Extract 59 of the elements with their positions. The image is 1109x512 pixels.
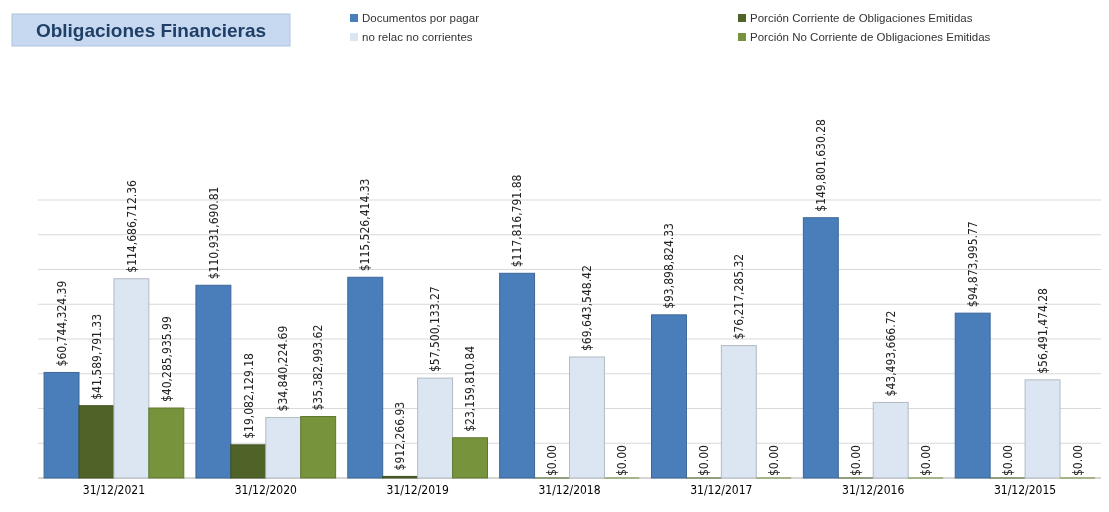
data-label: $0.00 [545,444,560,476]
data-label: $35,382,993.62 [311,324,326,411]
bar [113,278,150,479]
bar [1024,379,1061,479]
bar [569,356,605,479]
x-tick-label: 31/12/2020 [234,483,298,497]
x-tick-label: 31/12/2017 [690,483,753,497]
data-label: $115,526,414.33 [358,178,373,272]
data-label: $40,285,935.99 [159,316,174,402]
data-label: $0.00 [918,444,933,476]
bar [720,345,757,479]
bar [347,276,384,479]
data-label: $19,082,129.18 [241,352,256,439]
data-label: $0.00 [615,444,630,476]
data-label: $114,686,712.36 [124,179,139,273]
legend-label: Porción Corriente de Obligaciones Emitidas [750,12,973,25]
bar [265,416,302,479]
bar [499,272,536,479]
x-tick-label: 31/12/2015 [993,483,1057,497]
legend-label: Porción No Corriente de Obligaciones Emitidas [750,31,991,44]
x-tick-label: 31/12/2018 [538,483,601,497]
data-label: $0.00 [766,444,781,476]
bar [300,416,337,479]
bar [802,217,839,479]
chart-title: Obligaciones Financieras [35,19,267,41]
data-label: $110,931,690.81 [206,186,221,280]
data-label: $0.00 [697,444,712,476]
data-label: $117,816,791.88 [510,174,525,268]
data-label: $0.00 [1070,444,1085,476]
bar [43,371,80,479]
legend-label: Documentos por pagar [362,12,480,25]
x-tick-label: 31/12/2021 [82,483,146,497]
data-label: $69,643,548.42 [580,265,595,351]
data-label: $93,898,824.33 [662,223,677,309]
x-tick-label: 31/12/2019 [386,483,449,497]
bar [148,407,185,479]
bar [452,437,488,479]
data-label: $0.00 [848,444,863,476]
data-label: $149,801,630.28 [814,118,829,212]
x-tick-label: 31/12/2016 [842,483,905,497]
data-label: $34,840,224.69 [276,325,291,412]
bar [195,284,232,479]
data-label: $60,744,324.39 [54,280,69,367]
bar [872,401,909,479]
data-label: $56,491,474.28 [1035,287,1050,374]
data-label: $76,217,285.32 [732,253,747,340]
data-label: $0.00 [1000,444,1015,476]
data-label: $912,266.93 [393,401,408,471]
bar [78,405,115,479]
data-label: $94,873,995.77 [965,221,980,308]
legend-label: no relac no corrientes [362,31,473,44]
data-label: $23,159,810.84 [463,345,478,432]
data-label: $43,493,666.72 [883,310,898,397]
bar [954,312,991,479]
bar [230,444,267,479]
data-label: $41,589,791.33 [89,313,104,400]
bar [651,314,687,479]
data-label: $57,500,133.27 [428,286,443,373]
bar [417,377,454,479]
